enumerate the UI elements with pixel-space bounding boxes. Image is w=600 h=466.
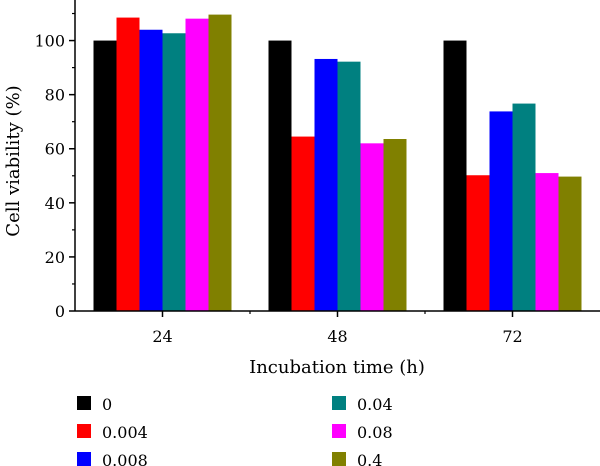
legend-swatch [77, 424, 91, 438]
bars-layer [93, 14, 582, 312]
bar-24-0.08 [185, 18, 209, 311]
bar-24-0 [93, 40, 117, 311]
bar-24-0.4 [208, 14, 232, 311]
legend-swatch [332, 424, 346, 438]
legend-label: 0.008 [102, 451, 148, 466]
x-tick-label: 24 [152, 327, 172, 346]
legend-swatch [332, 396, 346, 410]
y-tick-label: 100 [34, 32, 65, 51]
legend-label: 0 [102, 395, 112, 414]
x-tick-label: 48 [327, 327, 347, 346]
bar-72-0.008 [489, 111, 513, 311]
y-tick-label: 60 [45, 140, 65, 159]
bar-72-0.04 [512, 103, 536, 311]
legend-label: 0.4 [357, 451, 382, 466]
x-tick-label: 72 [502, 327, 522, 346]
y-tick-label: 0 [55, 302, 65, 321]
bar-72-0 [443, 40, 467, 311]
y-axis-title: Cell viability (%) [3, 85, 24, 236]
axes-layer: 0 20 40 60 80 100 24 48 72 [34, 0, 600, 346]
bar-48-0.04 [337, 61, 361, 311]
legend-label: 0.08 [357, 423, 393, 442]
legend-label: 0.04 [357, 395, 393, 414]
bar-24-0.04 [162, 33, 186, 311]
x-axis-title: Incubation time (h) [249, 357, 425, 378]
legend: 0 0.004 0.008 0.04 0.08 0.4 [77, 395, 393, 466]
bar-72-0.004 [466, 175, 490, 311]
legend-label: 0.004 [102, 423, 148, 442]
bar-24-0.004 [116, 17, 140, 312]
bar-48-0.08 [360, 143, 384, 311]
legend-swatch [77, 396, 91, 410]
y-tick-label: 80 [45, 86, 65, 105]
bar-48-0 [268, 40, 292, 311]
y-tick-label: 20 [45, 248, 65, 267]
legend-swatch [77, 452, 91, 466]
bar-72-0.08 [535, 173, 559, 311]
y-tick-label: 40 [45, 194, 65, 213]
bar-48-0.004 [291, 136, 315, 311]
legend-swatch [332, 452, 346, 466]
bar-48-0.008 [314, 58, 338, 311]
bar-24-0.008 [139, 29, 163, 311]
bar-72-0.4 [558, 176, 582, 311]
bar-48-0.4 [383, 139, 407, 311]
